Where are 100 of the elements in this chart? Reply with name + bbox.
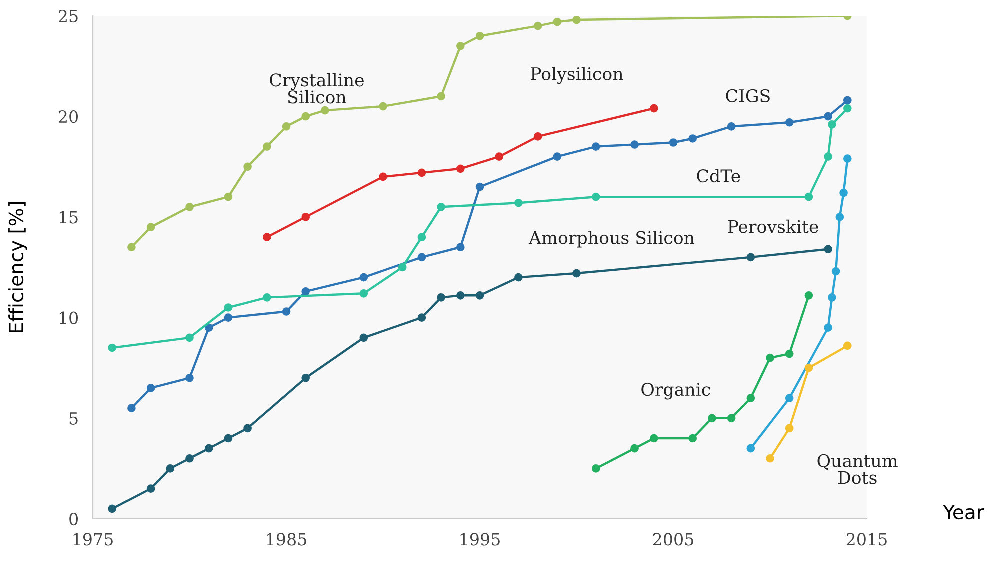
point: [572, 16, 581, 24]
point: [650, 434, 658, 443]
point: [186, 374, 194, 382]
point: [418, 314, 426, 322]
point: [804, 192, 814, 202]
point: [186, 334, 194, 342]
point: [514, 198, 523, 208]
point: [244, 162, 252, 172]
point: [828, 120, 836, 129]
point: [553, 18, 562, 26]
y-tick-label: 5: [70, 412, 78, 425]
text: Quantum Dots: [818, 454, 898, 484]
point: [766, 354, 774, 362]
point: [824, 152, 832, 162]
point: [418, 233, 426, 242]
point: [437, 294, 446, 302]
point: [572, 269, 581, 278]
x-tick-label: 1975: [74, 533, 113, 546]
y-tick-label: 25: [59, 10, 78, 23]
point: [262, 294, 272, 302]
point: [534, 132, 542, 141]
point: [146, 223, 156, 232]
point: [824, 245, 832, 254]
point: [302, 287, 310, 296]
point: [224, 314, 233, 322]
point: [321, 106, 330, 115]
point: [108, 344, 117, 352]
point: [553, 152, 562, 162]
point: [785, 424, 794, 433]
point: [224, 304, 233, 312]
point: [476, 182, 484, 192]
y-tick-label: 20: [59, 110, 78, 124]
point: [146, 484, 156, 493]
point: [804, 292, 814, 300]
point: [108, 504, 117, 514]
point: [688, 134, 698, 143]
series-label: Perovskite: [728, 220, 818, 234]
point: [785, 394, 794, 402]
point: [128, 404, 136, 413]
point: [224, 192, 233, 202]
x-tick-label: 1995: [460, 533, 500, 546]
point: [476, 292, 484, 300]
point: [708, 414, 716, 423]
x-tick-label: 1985: [267, 533, 306, 546]
point: [824, 112, 832, 121]
y-axis-title: Efficiency [%]: [8, 202, 28, 332]
point: [828, 294, 836, 302]
y-tick-label: 0: [70, 512, 78, 526]
point: [302, 374, 310, 382]
point: [398, 263, 407, 272]
series-label: Crystalline Silicon: [270, 73, 364, 104]
point: [804, 364, 814, 372]
point: [379, 172, 388, 182]
point: [832, 267, 840, 276]
series-label: CIGS: [726, 89, 770, 103]
point: [379, 102, 388, 111]
point: [302, 213, 310, 222]
point: [766, 454, 774, 463]
point: [514, 273, 523, 282]
point: [186, 454, 194, 463]
point: [630, 140, 639, 149]
point: [840, 188, 848, 198]
x-tick-label: 2015: [846, 533, 887, 546]
point: [456, 243, 465, 252]
point: [262, 233, 272, 242]
point: [669, 138, 678, 147]
point: [360, 273, 368, 282]
point: [166, 464, 175, 473]
point: [785, 350, 794, 358]
point: [785, 118, 794, 127]
point: [244, 424, 252, 433]
point: [360, 289, 368, 298]
point: [456, 42, 465, 50]
x-tick-label: 2005: [653, 533, 694, 546]
series-label: Polysilicon: [531, 67, 624, 84]
series-label: Organic: [642, 382, 710, 400]
point: [592, 192, 600, 202]
point: [282, 122, 291, 131]
series-label: Amorphous Silicon: [528, 230, 695, 248]
point: [128, 243, 136, 252]
point: [418, 168, 426, 178]
point: [843, 342, 852, 350]
point: [456, 292, 465, 300]
series-label: CdTe: [697, 169, 740, 183]
point: [630, 444, 639, 453]
point: [437, 92, 446, 101]
point: [146, 384, 156, 392]
point: [534, 22, 542, 30]
point: [495, 152, 504, 162]
point: [843, 104, 852, 113]
x-axis-title: Year: [943, 505, 984, 520]
point: [418, 253, 426, 262]
point: [476, 32, 484, 40]
point: [727, 122, 736, 131]
point: [688, 434, 698, 443]
point: [592, 464, 600, 473]
point: [302, 112, 310, 121]
y-tick-label: 10: [60, 312, 78, 324]
point: [843, 154, 852, 164]
point: [456, 164, 465, 174]
